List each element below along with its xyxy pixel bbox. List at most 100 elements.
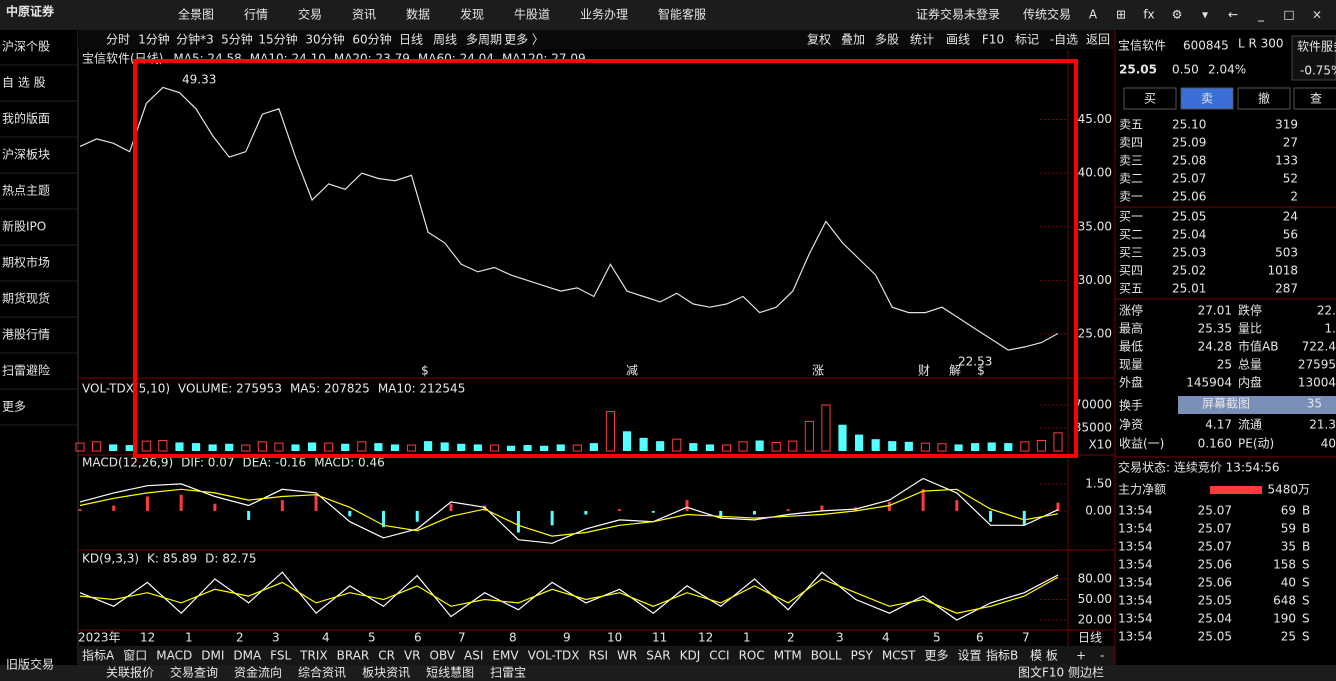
- tool[interactable]: -自选: [1050, 33, 1078, 47]
- menu-item[interactable]: 发现: [460, 7, 484, 22]
- volume-bar: [888, 441, 897, 451]
- indicator-tab[interactable]: FSL: [270, 649, 291, 663]
- sidebar-item[interactable]: 更多: [2, 400, 26, 414]
- indicator-tab[interactable]: RSI: [589, 649, 609, 663]
- indicator-tab[interactable]: VR: [404, 649, 421, 663]
- indicator-tab[interactable]: OBV: [430, 649, 456, 663]
- status-item[interactable]: 短线慧图: [426, 665, 474, 680]
- indicator-tab[interactable]: 窗口: [123, 649, 147, 663]
- unit-label: X10: [1089, 438, 1113, 452]
- window-icon[interactable]: A: [1089, 8, 1098, 22]
- menu-item[interactable]: 牛股道: [514, 7, 550, 22]
- tool[interactable]: F10: [982, 33, 1004, 47]
- indicator-tab[interactable]: CCI: [709, 649, 729, 663]
- period[interactable]: 周线: [433, 33, 457, 47]
- status-item[interactable]: 扫雷宝: [490, 666, 526, 680]
- sidebar-item[interactable]: 自 选 股: [2, 76, 46, 90]
- period[interactable]: 更多 〉: [504, 33, 544, 47]
- indicator-tab[interactable]: PSY: [851, 649, 874, 663]
- template-tab[interactable]: 模 板: [1030, 649, 1058, 663]
- period[interactable]: 30分钟: [305, 32, 344, 47]
- status-item[interactable]: 综合资讯: [298, 665, 346, 680]
- template-tab[interactable]: +: [1076, 649, 1086, 663]
- trade-button-label[interactable]: 买: [1144, 92, 1156, 106]
- tool[interactable]: 叠加: [841, 33, 865, 47]
- indicator-tab[interactable]: EMV: [492, 649, 519, 663]
- period[interactable]: 15分钟: [258, 32, 297, 47]
- sidebar-item[interactable]: 沪深个股: [2, 40, 50, 54]
- indicator-tab[interactable]: MACD: [156, 649, 192, 663]
- indicator-tab[interactable]: 指标A: [82, 648, 115, 663]
- menu-right[interactable]: 证券交易未登录: [916, 7, 1000, 22]
- sidebar-item[interactable]: 我的版面: [2, 111, 50, 126]
- trade-button-label[interactable]: 查: [1310, 92, 1322, 106]
- tool[interactable]: 返回: [1086, 33, 1110, 47]
- indicator-tab[interactable]: WR: [617, 649, 637, 663]
- status-item[interactable]: 资金流向: [234, 665, 282, 680]
- status-item[interactable]: 关联报价: [106, 665, 154, 680]
- indicator-tab[interactable]: ROC: [739, 649, 765, 663]
- indicator-tab[interactable]: 设置: [958, 649, 982, 663]
- window-icon[interactable]: ←: [1228, 8, 1238, 22]
- sidebar-item[interactable]: 热点主题: [2, 184, 50, 198]
- indicator-tab[interactable]: SAR: [646, 649, 670, 663]
- tool[interactable]: 标记: [1015, 33, 1039, 47]
- menu-item[interactable]: 业务办理: [580, 7, 628, 22]
- tool[interactable]: 画线: [946, 33, 970, 47]
- indicator-tab[interactable]: DMA: [233, 649, 262, 663]
- template-tab[interactable]: 指标B: [986, 648, 1018, 663]
- menu-item[interactable]: 资讯: [352, 8, 376, 22]
- indicator-tab[interactable]: BRAR: [337, 649, 370, 663]
- window-icon[interactable]: □: [1283, 8, 1294, 22]
- indicator-tab[interactable]: KDJ: [680, 649, 701, 663]
- period[interactable]: 分时: [106, 33, 130, 47]
- indicator-tab[interactable]: MCST: [882, 649, 916, 663]
- window-icon[interactable]: ▾: [1202, 8, 1208, 22]
- menu-item[interactable]: 行情: [244, 8, 268, 22]
- period[interactable]: 日线: [399, 33, 423, 47]
- tool[interactable]: 统计: [910, 33, 934, 47]
- volume-bar: [937, 443, 947, 452]
- menu-right[interactable]: 传统交易: [1023, 7, 1071, 22]
- indicator-tab[interactable]: DMI: [201, 649, 224, 663]
- tick-time: 13:54: [1118, 576, 1153, 590]
- indicator-tab[interactable]: 更多: [925, 649, 949, 663]
- status-item[interactable]: 图文F10 侧边栏: [1018, 665, 1104, 680]
- sidebar-item[interactable]: 期权市场: [2, 255, 50, 270]
- indicator-tab[interactable]: CR: [378, 649, 395, 663]
- window-icon[interactable]: _: [1257, 8, 1265, 22]
- window-icon[interactable]: fx: [1143, 8, 1154, 22]
- volume-bar: [125, 445, 134, 451]
- menu-item[interactable]: 智能客服: [658, 7, 706, 22]
- tool[interactable]: 复权: [807, 33, 831, 47]
- sidebar-item[interactable]: 新股IPO: [2, 219, 46, 234]
- window-icon[interactable]: ×: [1312, 8, 1322, 22]
- period[interactable]: 分钟*3: [176, 32, 214, 47]
- menu-item[interactable]: 数据: [406, 7, 430, 22]
- sidebar-item[interactable]: 扫雷避险: [2, 363, 50, 378]
- tool[interactable]: 多股: [875, 33, 899, 47]
- indicator-tab[interactable]: MTM: [774, 649, 802, 663]
- period[interactable]: 多周期: [466, 33, 502, 47]
- sidebar-item[interactable]: 港股行情: [2, 328, 50, 342]
- window-icon[interactable]: ⊞: [1116, 8, 1126, 22]
- trade-button-label[interactable]: 卖: [1201, 92, 1213, 106]
- indicator-tab[interactable]: VOL-TDX: [528, 649, 580, 663]
- sidebar-item[interactable]: 沪深板块: [2, 148, 50, 162]
- sidebar-item[interactable]: 期货现货: [2, 291, 50, 306]
- period[interactable]: 60分钟: [352, 32, 391, 47]
- period[interactable]: 5分钟: [221, 32, 253, 47]
- indicator-tab[interactable]: BOLL: [811, 649, 842, 663]
- menu-item[interactable]: 全景图: [178, 7, 214, 22]
- period[interactable]: 1分钟: [138, 32, 170, 47]
- indicator-tab[interactable]: TRIX: [299, 649, 327, 663]
- trade-button-label[interactable]: 撤: [1258, 91, 1270, 106]
- indicator-tab[interactable]: ASI: [464, 649, 483, 663]
- x-tick-label: 1: [743, 631, 751, 645]
- menu-item[interactable]: 交易: [298, 7, 322, 22]
- sidebar-bottom[interactable]: 旧版交易: [6, 657, 54, 672]
- status-item[interactable]: 交易查询: [170, 665, 218, 680]
- window-icon[interactable]: ⚙: [1172, 8, 1183, 22]
- template-tab[interactable]: -: [1100, 649, 1104, 663]
- status-item[interactable]: 板块资讯: [362, 666, 410, 680]
